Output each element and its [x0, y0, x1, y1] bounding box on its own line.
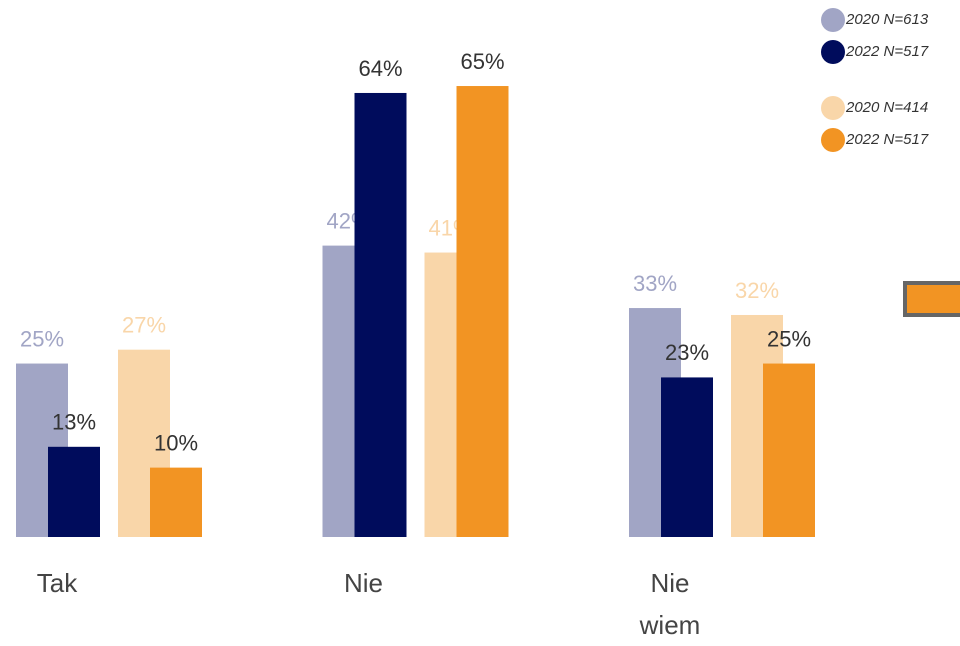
x-tick-label: Nie wiem	[639, 568, 701, 640]
data-label: 25%	[20, 326, 64, 351]
legend-label: 2020 N=414	[845, 99, 928, 116]
legend-swatch	[821, 40, 845, 64]
data-label: 32%	[735, 278, 779, 303]
data-label: 64%	[358, 56, 402, 81]
data-label: 33%	[633, 271, 677, 296]
bar	[456, 86, 509, 537]
legend-swatch	[821, 8, 845, 32]
bar	[354, 92, 407, 537]
data-label: 65%	[460, 49, 504, 74]
x-tick-label: Tak	[36, 568, 78, 598]
data-label: 27%	[122, 312, 166, 337]
decorative-box	[903, 281, 960, 317]
legend-label: 2022 N=517	[845, 43, 929, 60]
legend-swatch	[821, 96, 845, 120]
bar	[150, 467, 202, 537]
data-label: 23%	[665, 340, 709, 365]
data-label: 10%	[154, 430, 198, 455]
data-label: 13%	[52, 410, 96, 435]
legend-swatch	[821, 128, 845, 152]
bar	[48, 446, 100, 537]
bar	[661, 377, 713, 537]
bar	[763, 363, 815, 537]
legend-label: 2020 N=613	[845, 11, 929, 28]
x-tick-label: Nie	[343, 568, 383, 598]
data-label: 25%	[767, 326, 811, 351]
legend-label: 2022 N=517	[845, 131, 929, 148]
